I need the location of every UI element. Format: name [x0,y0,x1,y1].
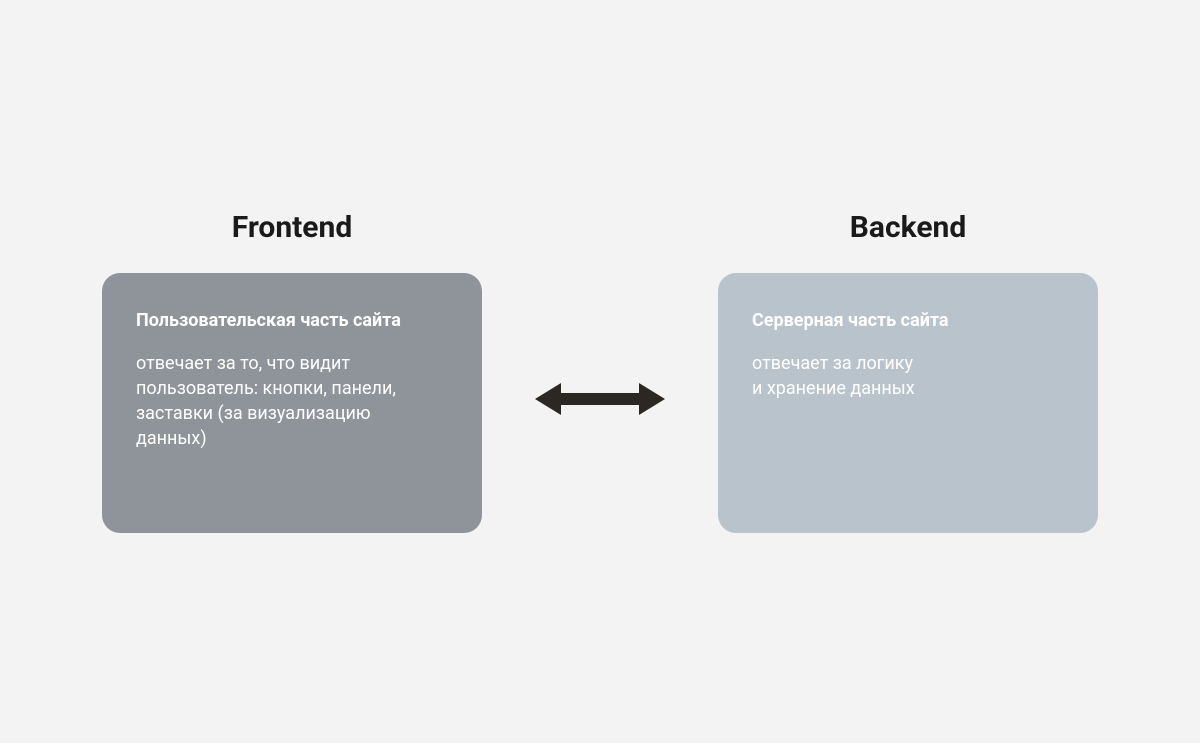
backend-card-description: отвечает за логику и хранение данных [752,352,1064,402]
frontend-card: Пользовательская часть сайта отвечает за… [102,273,482,533]
bidirectional-arrow-icon [530,381,670,417]
frontend-title: Frontend [232,210,352,245]
frontend-card-heading: Пользовательская часть сайта [136,309,448,332]
backend-column: Backend Серверная часть сайта отвечает з… [718,210,1098,533]
backend-card: Серверная часть сайта отвечает за логику… [718,273,1098,533]
backend-card-heading: Серверная часть сайта [752,309,1064,332]
frontend-backend-diagram: Frontend Пользовательская часть сайта от… [0,210,1200,533]
backend-title: Backend [850,210,966,245]
frontend-card-description: отвечает за то, что видит пользователь: … [136,352,448,451]
frontend-column: Frontend Пользовательская часть сайта от… [102,210,482,533]
